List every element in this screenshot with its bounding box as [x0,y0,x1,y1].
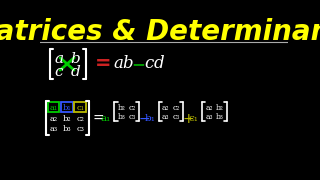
Text: b₂: b₂ [63,115,71,123]
Text: +: + [182,112,194,126]
Text: a₁: a₁ [50,104,58,112]
Text: d: d [153,55,164,72]
Text: a: a [54,51,63,66]
Text: c₂: c₂ [129,104,136,112]
Text: c₃: c₃ [173,113,180,121]
Text: b₁: b₁ [145,114,156,123]
Text: c: c [54,65,63,79]
Bar [61,102,73,112]
Text: a₁: a₁ [101,114,111,123]
Text: d: d [71,65,81,79]
Text: b₂: b₂ [216,104,224,112]
Text: a₂: a₂ [162,104,169,112]
Text: b₃: b₃ [63,125,71,133]
Text: a₃: a₃ [162,113,169,121]
Text: b₃: b₃ [117,113,125,121]
Text: b₂: b₂ [117,104,125,112]
Text: =: = [94,54,111,73]
Bar [74,102,86,112]
Text: −: − [139,112,150,126]
Text: −: − [132,55,145,73]
Text: a₃: a₃ [50,125,58,133]
Text: Matrices & Determinants: Matrices & Determinants [0,18,320,46]
Text: c₃: c₃ [76,125,84,133]
Text: b₁: b₁ [63,104,71,112]
Text: c₃: c₃ [129,113,136,121]
Text: c₂: c₂ [76,115,84,123]
Text: c₁: c₁ [76,104,84,112]
Text: b: b [71,51,81,66]
Text: b: b [122,55,133,72]
Text: c: c [145,55,154,72]
Text: a: a [113,55,123,72]
Text: b₃: b₃ [216,113,224,121]
Text: a₂: a₂ [205,104,213,112]
Text: c₂: c₂ [173,104,180,112]
Text: c₁: c₁ [188,114,198,123]
Text: a₂: a₂ [50,115,58,123]
Bar [48,102,60,112]
Text: =: = [92,112,104,126]
Text: a₃: a₃ [205,113,213,121]
